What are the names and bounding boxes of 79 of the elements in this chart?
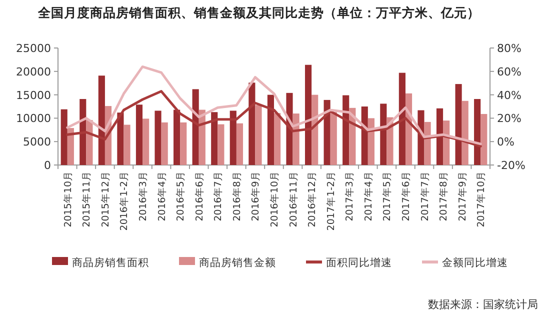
x-tick-label: 2017年9月	[456, 171, 468, 222]
bar	[462, 100, 468, 165]
bar	[60, 109, 68, 165]
y-tick-label: 15000	[16, 88, 51, 102]
legend-label: 面积同比增速	[326, 256, 392, 269]
bar	[474, 99, 481, 165]
bar	[230, 110, 236, 165]
x-tick-label: 2016年4月	[156, 171, 168, 222]
x-tick-label: 2015年12月	[99, 171, 112, 228]
bar	[136, 104, 143, 165]
y2-tick-label: -20%	[497, 159, 526, 172]
x-tick-label: 2017年4月	[362, 171, 374, 222]
chart-title: 全国月度商品房销售面积、销售金额及其同比走势（单位：万平方米、亿元）	[37, 5, 480, 20]
x-tick-label: 2016年11月	[287, 171, 300, 228]
x-tick-label: 2016年12月	[306, 171, 318, 228]
bar	[424, 122, 431, 165]
bar	[174, 110, 180, 165]
bar	[455, 84, 462, 165]
x-tick-label: 2017年10月	[475, 171, 488, 228]
bar	[342, 95, 350, 165]
bar	[142, 118, 150, 165]
bar	[480, 114, 488, 165]
bar	[67, 128, 74, 165]
bar	[218, 124, 224, 165]
bar	[248, 82, 256, 165]
bar	[80, 99, 86, 165]
x-tick-label: 2015年10月	[62, 171, 74, 228]
bar	[161, 122, 168, 165]
bar	[330, 112, 337, 165]
bar	[274, 113, 281, 165]
x-tick-label: 2016年5月	[174, 171, 187, 222]
bar	[117, 112, 124, 165]
bar	[304, 64, 312, 165]
x-tick-label: 2016年6月	[193, 171, 206, 222]
y-tick-label: 0	[44, 159, 51, 172]
y2-tick-label: 40%	[497, 88, 522, 102]
x-tick-label: 2017年1-2月	[324, 171, 337, 231]
x-tick-label: 2016年7月	[212, 171, 224, 222]
bar	[368, 118, 374, 165]
x-tick-label: 2016年3月	[137, 171, 150, 222]
x-tick-label: 2016年1-2月	[118, 171, 130, 231]
line-series	[66, 90, 482, 148]
x-tick-label: 2017年8月	[438, 171, 450, 222]
source-note: 数据来源：国家统计局	[428, 298, 538, 311]
bar	[236, 123, 244, 165]
y2-tick-label: 0%	[497, 136, 514, 149]
bar	[211, 112, 218, 165]
x-tick-label: 2017年7月	[418, 171, 431, 222]
x-tick-label: 2017年6月	[400, 171, 412, 222]
bar	[380, 104, 387, 165]
legend-label: 商品房销售金额	[199, 256, 276, 269]
x-tick-label: 2016年8月	[230, 171, 243, 222]
x-tick-label: 2015年11月	[80, 171, 93, 228]
bar	[192, 89, 199, 165]
bar	[312, 94, 318, 165]
x-tick-label: 2016年9月	[250, 171, 262, 222]
line-series	[66, 65, 482, 146]
bar	[324, 100, 330, 165]
bar	[180, 122, 187, 165]
x-tick-label: 2017年3月	[344, 171, 356, 222]
bar	[267, 94, 274, 165]
y-tick-label: 25000	[16, 42, 51, 55]
bar	[398, 72, 406, 165]
legend-label: 金额同比增速	[442, 256, 508, 269]
bar	[124, 124, 130, 165]
legend-label: 商品房销售面积	[72, 256, 149, 269]
x-tick-label: 2016年10月	[268, 171, 280, 228]
bar	[255, 105, 262, 165]
y2-tick-label: 60%	[497, 65, 522, 78]
y-tick-label: 5000	[23, 136, 51, 149]
x-tick-label: 2017年5月	[381, 171, 394, 222]
bar	[436, 108, 444, 165]
y2-tick-label: 20%	[497, 112, 522, 126]
y2-tick-label: 80%	[497, 42, 522, 55]
bar	[154, 110, 162, 165]
bar	[443, 120, 450, 165]
bar	[98, 76, 105, 165]
y-tick-label: 10000	[16, 112, 51, 126]
y-tick-label: 20000	[16, 65, 51, 78]
